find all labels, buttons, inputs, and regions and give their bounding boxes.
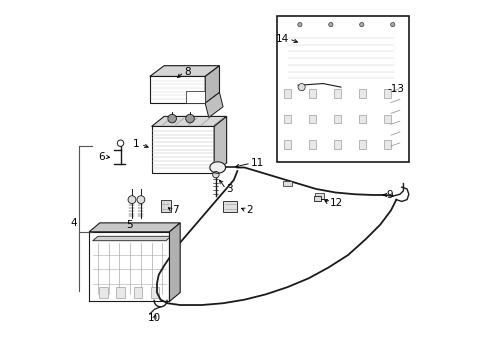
Polygon shape xyxy=(149,76,205,103)
Bar xyxy=(383,114,390,123)
Text: 10: 10 xyxy=(147,313,161,323)
Circle shape xyxy=(297,22,302,27)
Bar xyxy=(283,114,290,123)
Polygon shape xyxy=(151,116,226,126)
Text: 5: 5 xyxy=(126,220,133,230)
Text: 2: 2 xyxy=(246,205,252,215)
Bar xyxy=(333,114,340,123)
Polygon shape xyxy=(185,91,205,103)
Circle shape xyxy=(128,196,136,203)
Polygon shape xyxy=(209,162,225,173)
Text: -13: -13 xyxy=(387,84,404,94)
Bar xyxy=(383,140,390,149)
Bar xyxy=(99,287,107,298)
Polygon shape xyxy=(390,82,399,150)
Polygon shape xyxy=(394,22,405,86)
Polygon shape xyxy=(149,66,219,76)
Polygon shape xyxy=(283,82,399,88)
Bar xyxy=(151,287,159,298)
Bar xyxy=(358,140,365,149)
Circle shape xyxy=(328,22,332,27)
Bar xyxy=(283,89,290,98)
Circle shape xyxy=(137,196,144,203)
Bar xyxy=(333,89,340,98)
Bar xyxy=(283,181,291,186)
Polygon shape xyxy=(205,93,223,117)
Bar xyxy=(358,114,365,123)
Bar xyxy=(133,287,142,298)
Text: 14: 14 xyxy=(275,34,288,44)
Bar xyxy=(358,89,365,98)
Text: 12: 12 xyxy=(329,198,342,208)
Polygon shape xyxy=(151,126,214,173)
Bar xyxy=(283,140,290,149)
Polygon shape xyxy=(287,30,394,86)
Bar xyxy=(383,89,390,98)
Bar xyxy=(308,140,315,149)
Bar xyxy=(276,16,408,162)
Polygon shape xyxy=(160,200,171,212)
Polygon shape xyxy=(223,202,237,212)
Circle shape xyxy=(212,171,219,178)
Bar xyxy=(116,287,125,298)
Bar xyxy=(308,114,315,123)
Polygon shape xyxy=(283,88,390,150)
Circle shape xyxy=(185,114,194,123)
Polygon shape xyxy=(287,22,405,30)
Bar xyxy=(315,193,323,199)
Polygon shape xyxy=(214,116,226,173)
Text: 11: 11 xyxy=(250,158,264,168)
Circle shape xyxy=(390,22,394,27)
Text: 9: 9 xyxy=(386,190,392,200)
Bar xyxy=(308,89,315,98)
Circle shape xyxy=(167,114,176,123)
Text: 7: 7 xyxy=(172,205,179,215)
Circle shape xyxy=(298,84,305,91)
Circle shape xyxy=(117,140,123,147)
Polygon shape xyxy=(89,223,180,232)
Polygon shape xyxy=(205,66,219,103)
Polygon shape xyxy=(169,223,180,301)
Text: 6: 6 xyxy=(98,152,104,162)
Polygon shape xyxy=(313,196,321,202)
Text: 4: 4 xyxy=(70,218,77,228)
Circle shape xyxy=(359,22,363,27)
Text: 3: 3 xyxy=(225,184,232,194)
Polygon shape xyxy=(93,236,171,241)
Text: 1: 1 xyxy=(132,139,139,149)
Bar xyxy=(333,140,340,149)
Text: 8: 8 xyxy=(183,67,190,77)
